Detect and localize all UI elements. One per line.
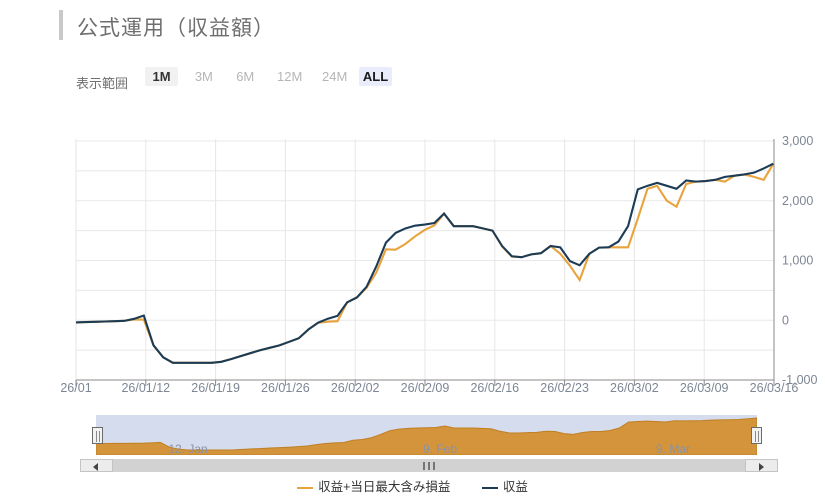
svg-text:3,000: 3,000 <box>782 134 813 148</box>
svg-text:0: 0 <box>782 313 789 327</box>
svg-text:2,000: 2,000 <box>782 194 813 208</box>
svg-text:1,000: 1,000 <box>782 254 813 268</box>
